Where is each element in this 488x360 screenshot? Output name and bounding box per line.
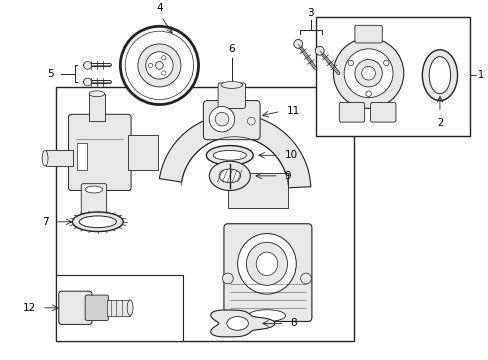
Bar [106, 300, 130, 316]
Ellipse shape [361, 66, 375, 80]
Ellipse shape [89, 91, 104, 97]
Ellipse shape [256, 252, 277, 275]
Text: 6: 6 [228, 44, 235, 54]
Text: 3: 3 [307, 8, 314, 18]
FancyBboxPatch shape [339, 103, 364, 122]
FancyBboxPatch shape [81, 184, 106, 219]
Ellipse shape [72, 212, 123, 231]
Text: 1: 1 [477, 70, 483, 80]
Ellipse shape [85, 186, 102, 193]
Circle shape [300, 273, 311, 284]
Ellipse shape [209, 107, 234, 132]
Circle shape [247, 117, 255, 125]
Ellipse shape [226, 316, 248, 330]
FancyBboxPatch shape [370, 103, 395, 122]
FancyBboxPatch shape [85, 295, 108, 320]
Text: 9: 9 [284, 171, 290, 181]
Ellipse shape [428, 57, 450, 94]
Ellipse shape [221, 81, 242, 88]
Ellipse shape [127, 300, 133, 316]
Text: 4: 4 [156, 3, 163, 13]
FancyBboxPatch shape [354, 25, 382, 43]
Circle shape [145, 52, 173, 79]
Circle shape [120, 26, 198, 104]
Circle shape [125, 31, 193, 100]
Polygon shape [210, 310, 275, 337]
Bar [77, 143, 87, 170]
Ellipse shape [219, 169, 240, 183]
FancyBboxPatch shape [218, 83, 245, 108]
Circle shape [162, 71, 165, 75]
Ellipse shape [206, 145, 253, 165]
FancyBboxPatch shape [59, 291, 92, 324]
FancyBboxPatch shape [203, 100, 260, 140]
Ellipse shape [333, 38, 403, 108]
Text: 8: 8 [290, 319, 296, 328]
Circle shape [347, 60, 353, 66]
Circle shape [83, 78, 91, 86]
Circle shape [383, 60, 388, 66]
Circle shape [155, 62, 163, 69]
Circle shape [138, 44, 181, 87]
Ellipse shape [42, 150, 48, 166]
Text: 11: 11 [286, 106, 299, 116]
Ellipse shape [248, 310, 285, 321]
Text: 12: 12 [23, 303, 36, 313]
Ellipse shape [422, 50, 457, 100]
Circle shape [83, 62, 91, 69]
Bar [46, 150, 73, 166]
Text: 2: 2 [436, 118, 442, 128]
Bar [128, 135, 158, 170]
Ellipse shape [237, 234, 296, 294]
Circle shape [148, 63, 152, 68]
Circle shape [222, 273, 233, 284]
FancyBboxPatch shape [224, 224, 311, 321]
Text: 10: 10 [284, 150, 297, 160]
Ellipse shape [246, 242, 287, 285]
Ellipse shape [79, 216, 116, 228]
Ellipse shape [344, 49, 392, 98]
Circle shape [365, 91, 370, 96]
Text: 5: 5 [47, 69, 54, 79]
Bar [227, 173, 288, 208]
Bar [56, 275, 183, 341]
Polygon shape [159, 114, 310, 188]
Ellipse shape [215, 112, 228, 126]
Ellipse shape [354, 59, 382, 87]
Bar [315, 17, 469, 136]
Bar [89, 94, 104, 121]
Bar [56, 87, 353, 341]
Text: 7: 7 [42, 217, 49, 227]
Circle shape [315, 46, 324, 55]
Circle shape [293, 40, 302, 48]
Circle shape [162, 56, 165, 60]
FancyBboxPatch shape [68, 114, 131, 190]
Ellipse shape [209, 161, 250, 190]
Ellipse shape [213, 150, 246, 160]
